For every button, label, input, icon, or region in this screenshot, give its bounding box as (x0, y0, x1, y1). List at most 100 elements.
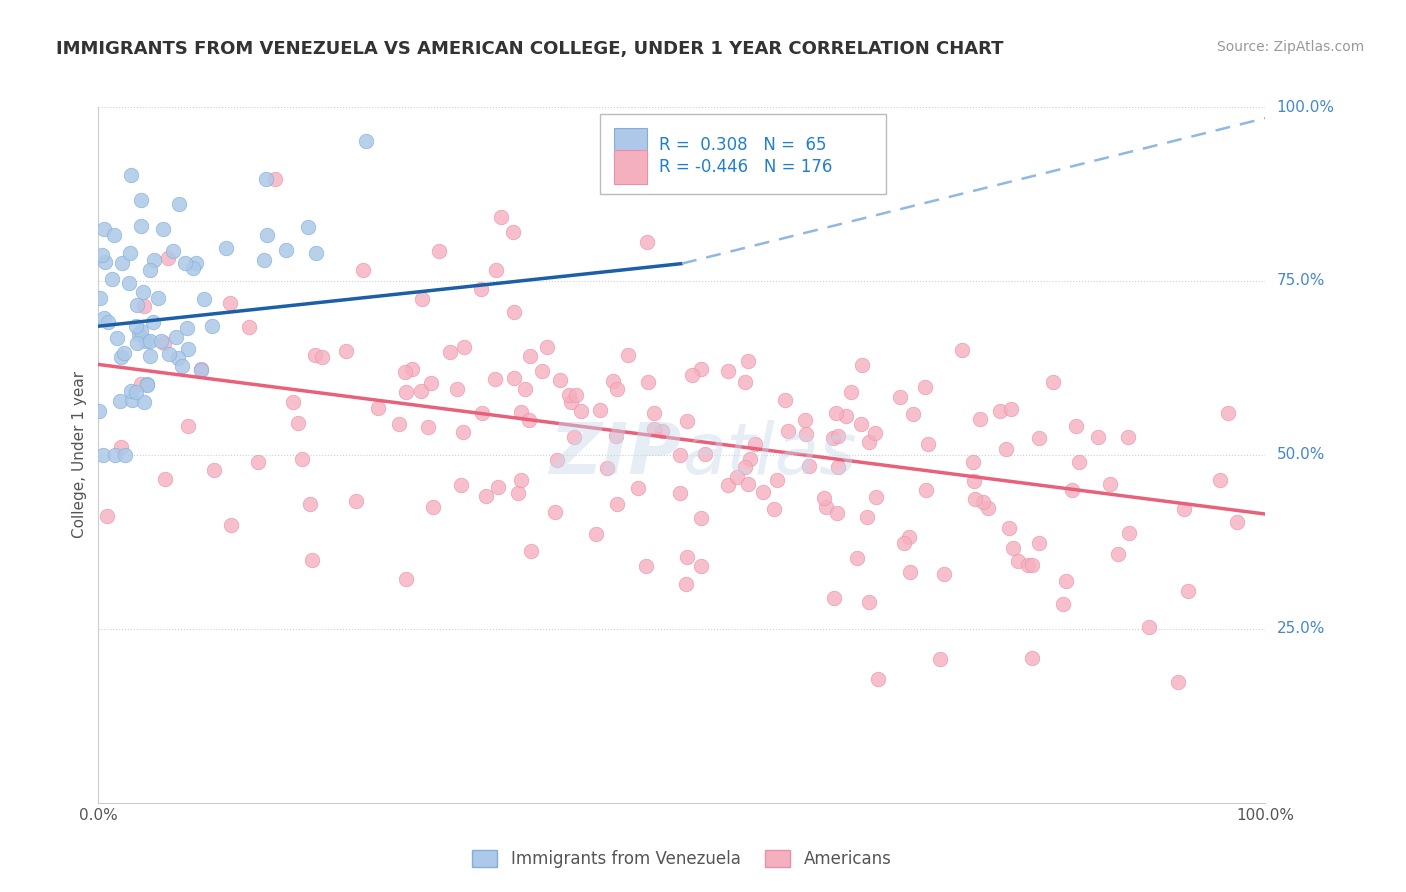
Point (560, 394, 582, 409)
Point (502, 225, 524, 239)
Point (773, 393, 796, 408)
Point (794, 426, 817, 441)
Point (409, 384, 432, 398)
Point (311, 351, 333, 365)
Point (193, 293, 215, 307)
Point (734, 376, 756, 390)
Point (1028, 431, 1050, 445)
Point (395, 572, 418, 586)
Point (411, 292, 433, 306)
Point (734, 459, 756, 474)
Point (1226, 515, 1249, 529)
Point (1054, 574, 1077, 588)
Point (335, 343, 357, 358)
Point (274, 243, 297, 257)
Point (157, 347, 180, 361)
Point (827, 428, 849, 442)
Point (676, 414, 699, 428)
Point (176, 321, 198, 335)
Point (471, 406, 494, 420)
Point (929, 652, 952, 666)
Point (950, 343, 973, 357)
Point (1064, 418, 1087, 433)
Point (815, 500, 838, 515)
Point (737, 477, 759, 491)
Point (690, 558, 713, 573)
Point (520, 544, 543, 558)
Point (849, 417, 872, 431)
Point (1209, 474, 1232, 488)
Point (129, 219, 152, 234)
Point (305, 245, 328, 260)
Point (1173, 502, 1195, 516)
Point (139, 263, 162, 277)
Point (651, 425, 673, 439)
Point (858, 434, 880, 449)
Point (689, 511, 711, 525)
Point (509, 473, 531, 487)
Point (486, 480, 509, 494)
Text: IMMIGRANTS FROM VENEZUELA VS AMERICAN COLLEGE, UNDER 1 YEAR CORRELATION CHART: IMMIGRANTS FROM VENEZUELA VS AMERICAN CO… (56, 40, 1004, 58)
Point (744, 437, 766, 451)
Point (963, 474, 986, 488)
FancyBboxPatch shape (600, 114, 886, 194)
Point (450, 478, 472, 492)
Point (1177, 583, 1199, 598)
Point (475, 490, 498, 504)
Point (125, 298, 148, 312)
Point (1021, 651, 1043, 665)
Point (543, 505, 565, 519)
Point (546, 452, 568, 467)
Point (1028, 536, 1050, 550)
Point (602, 374, 624, 388)
Point (1007, 553, 1029, 567)
Point (110, 441, 132, 455)
Point (846, 550, 869, 565)
Point (589, 403, 612, 417)
Point (585, 527, 607, 541)
Point (824, 406, 846, 420)
Point (215, 241, 238, 255)
Point (120, 246, 142, 260)
Point (146, 291, 169, 305)
Point (865, 490, 887, 504)
Point (388, 417, 411, 431)
Point (152, 335, 174, 350)
Point (401, 362, 423, 376)
Point (1002, 541, 1025, 556)
Point (120, 384, 142, 398)
Point (143, 252, 166, 267)
Point (827, 459, 849, 474)
Point (737, 353, 759, 368)
Point (690, 361, 713, 376)
Text: Source: ZipAtlas.com: Source: ZipAtlas.com (1216, 40, 1364, 54)
Point (636, 235, 658, 250)
Point (190, 363, 212, 377)
Point (89, 291, 111, 305)
Point (395, 385, 418, 400)
Point (823, 591, 845, 605)
Point (491, 210, 513, 224)
Point (727, 469, 749, 483)
Text: 75.0%: 75.0% (1277, 274, 1324, 288)
Point (969, 411, 991, 425)
Point (439, 345, 461, 359)
Point (778, 424, 800, 438)
Point (503, 371, 526, 385)
Point (484, 372, 506, 386)
Point (174, 256, 197, 270)
Point (453, 340, 475, 354)
Point (291, 451, 314, 466)
Point (740, 452, 762, 467)
Point (253, 253, 276, 268)
Point (135, 334, 157, 348)
Point (120, 168, 142, 182)
Point (865, 426, 887, 441)
Point (246, 455, 269, 469)
Point (676, 549, 699, 564)
Point (256, 228, 278, 243)
Point (1167, 674, 1189, 689)
Point (763, 502, 786, 516)
Point (419, 376, 441, 391)
Point (150, 334, 173, 349)
